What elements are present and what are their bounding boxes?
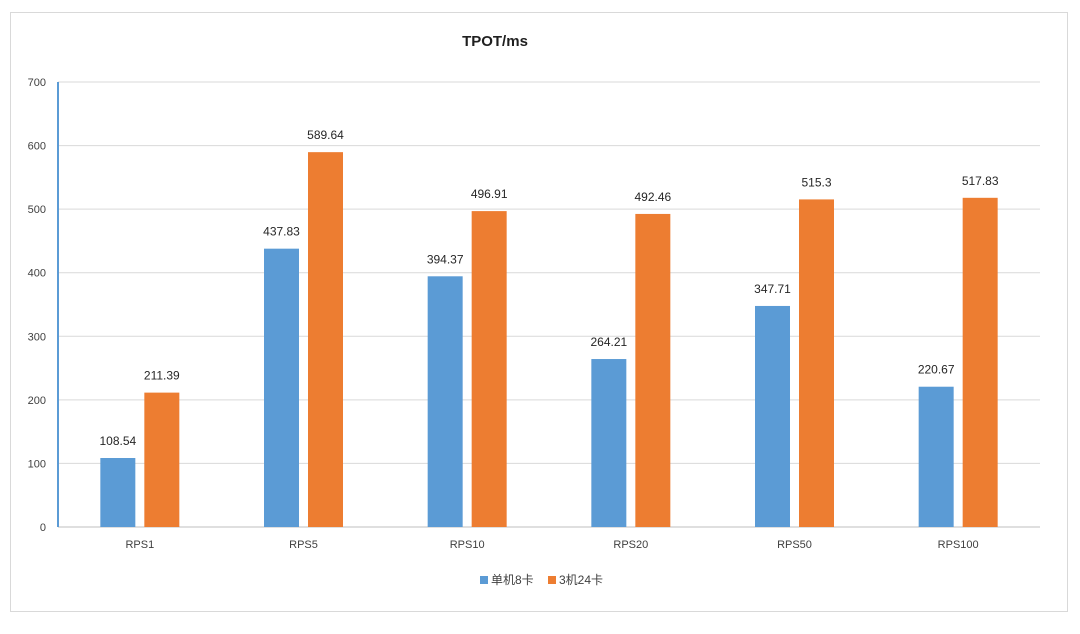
data-label: 492.46 [634,190,671,204]
data-label: 211.39 [144,369,180,383]
data-labels: 108.54 211.39 437.83 589.64 394.37 496.91 264.… [99,128,998,448]
bar-rps100-series-1 [918,386,954,527]
data-label: 264.21 [590,335,627,349]
x-tick-label: RPS10 [450,539,485,551]
bar-rps20-series-1 [591,359,627,527]
chart-title: TPOT/ms [462,33,528,50]
bar-rps5-series-1 [264,248,299,527]
x-tick-label: RPS1 [125,539,154,551]
bar-rps1-series-1 [100,457,136,527]
bar-rps50-series-2 [799,199,834,527]
bar-rps20-series-2 [635,213,671,527]
data-label: 589.64 [307,128,344,142]
x-tick-label: RPS20 [613,539,648,551]
data-label: 515.3 [801,175,831,189]
data-label: 437.83 [263,225,300,239]
x-tick-label: RPS5 [289,539,318,551]
y-tick-label: 400 [28,268,46,280]
bar-rps5-series-2 [308,152,343,528]
y-tick-label: 500 [28,204,46,216]
y-tick-label: 200 [28,395,46,407]
bar-rps10-series-2 [471,211,507,527]
chart-frame [10,12,1068,612]
legend-label: 单机8卡 [491,573,534,587]
data-label: 394.37 [427,252,464,266]
data-label: 347.71 [754,282,791,296]
x-axis-ticks: RPS1 RPS5 RPS10 RPS20 RPS50 RPS100 [125,539,978,551]
gridlines [58,81,1040,528]
x-tick-label: RPS50 [777,539,812,551]
y-tick-label: 600 [28,141,46,153]
y-tick-label: 300 [28,331,46,343]
legend-label: 3机24卡 [559,573,603,587]
bar-rps100-series-2 [962,197,998,527]
y-tick-label: 700 [28,77,46,89]
bar-rps10-series-1 [427,276,463,527]
data-label: 108.54 [99,434,136,448]
y-tick-label: 0 [40,522,46,534]
x-tick-label: RPS100 [938,539,979,551]
data-label: 517.83 [962,174,999,188]
legend-swatch [480,576,488,584]
legend: 单机8卡 3机24卡 [480,573,603,587]
y-axis-ticks: 0 100 200 300 400 500 600 700 [28,77,46,534]
bar-rps50-series-1 [755,305,790,527]
y-tick-label: 100 [28,458,46,470]
bars [100,152,998,528]
data-label: 220.67 [918,363,955,377]
legend-swatch [548,576,556,584]
bar-rps1-series-2 [144,392,180,527]
data-label: 496.91 [471,187,508,201]
